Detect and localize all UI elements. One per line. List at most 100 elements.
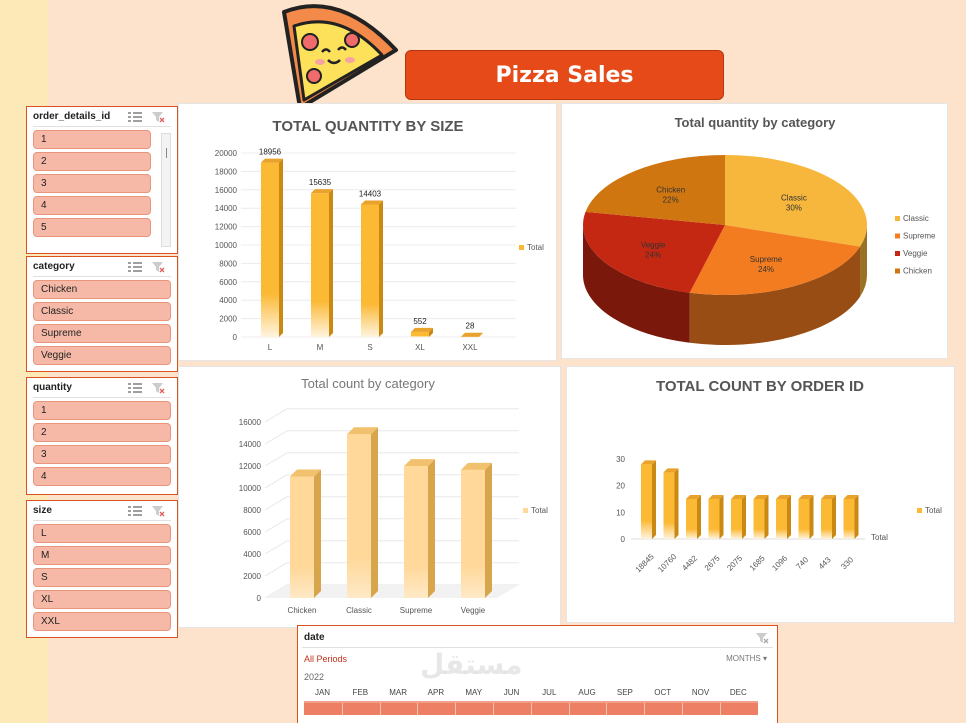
slicer-item[interactable]: 1 [33, 130, 151, 149]
slicer-item[interactable]: M [33, 546, 171, 565]
month-label[interactable]: MAY [465, 688, 483, 697]
slicer-item[interactable]: 5 [33, 218, 151, 237]
legend-label: Total [527, 243, 544, 252]
y-tick-label: 8000 [219, 259, 237, 268]
clear-filter-icon[interactable] [151, 261, 165, 273]
slicer-size[interactable]: size L M S XL XXL [26, 500, 178, 638]
bar-side [719, 495, 724, 539]
slicer-quantity[interactable]: quantity 1 2 3 4 [26, 377, 178, 495]
y-tick-label: 20000 [215, 149, 238, 158]
clear-filter-icon[interactable] [151, 382, 165, 394]
bar-top [776, 495, 791, 499]
x-tick-label: L [268, 343, 273, 352]
x-tick-label: M [317, 343, 324, 352]
slicer-item[interactable]: S [33, 568, 171, 587]
bar [290, 476, 314, 598]
month-label[interactable]: NOV [691, 688, 710, 697]
granularity-label: MONTHS [726, 654, 761, 663]
slicer-item[interactable]: L [33, 524, 171, 543]
bar-top [843, 495, 859, 499]
slicer-item[interactable]: 1 [33, 401, 171, 420]
date-timeline-slicer[interactable]: date All Periods MONTHS ▾ 2022 JAN FEB MAR… [297, 625, 778, 723]
chart-count-by-order-id[interactable]: TOTAL COUNT BY ORDER ID 0 10 20 30 18845 10760… [566, 366, 955, 623]
bar-top [798, 495, 814, 499]
bar [261, 162, 279, 337]
legend-label: Supreme [903, 232, 936, 241]
slicer-item[interactable]: Classic [33, 302, 171, 321]
clear-filter-icon[interactable] [151, 111, 165, 123]
slicer-item[interactable]: 2 [33, 152, 151, 171]
bar-side [697, 495, 701, 539]
slicer-item[interactable]: Veggie [33, 346, 171, 365]
month-label[interactable]: AUG [578, 688, 596, 697]
y-tick-label: 4000 [243, 550, 261, 559]
slicer-scrollbar[interactable] [161, 133, 171, 247]
chart-quantity-by-size-svg: TOTAL QUANTITY BY SIZE 0 2000 4000 6000 8000 1… [215, 118, 544, 352]
slicer-item[interactable]: Supreme [33, 324, 171, 343]
y-tick-label: 0 [257, 594, 262, 603]
x-tick-label: 1685 [748, 553, 767, 572]
bar-side [279, 158, 283, 337]
timeline-tick [530, 703, 532, 715]
slicer-item[interactable]: 4 [33, 467, 171, 486]
month-label[interactable]: OCT [654, 688, 672, 697]
bar-side [742, 495, 746, 539]
bar-top [311, 189, 333, 194]
y-tick-label: 14000 [215, 204, 238, 213]
bar-top [663, 468, 679, 473]
multi-select-icon[interactable] [127, 261, 143, 273]
month-label[interactable]: FEB [352, 688, 369, 697]
slicer-header: category [33, 257, 171, 277]
y-tick-label: 0 [233, 333, 238, 342]
month-label[interactable]: APR [427, 688, 445, 697]
x-tick-label: Veggie [461, 606, 486, 615]
bar [686, 499, 697, 539]
bar-side [764, 495, 769, 539]
multi-select-icon[interactable] [127, 505, 143, 517]
chart-quantity-by-category-svg: Total quantity by categoryClassic30%Supr… [583, 115, 936, 345]
chart-count-by-category[interactable]: Total count by category 0 2000 4000 6000 8000… [178, 366, 561, 628]
slicer-category[interactable]: category Chicken Classic Supreme Veggie [26, 256, 178, 372]
y-tick-label: 10000 [215, 241, 238, 250]
chart-count-by-order-id-svg: TOTAL COUNT BY ORDER ID 0 10 20 30 18845 10760… [616, 378, 942, 574]
slicer-order-details-id[interactable]: order_details_id 1 2 3 4 5 [26, 106, 178, 254]
pie-slice [583, 211, 725, 293]
bar-side [428, 459, 435, 598]
bar-side [809, 495, 814, 539]
clear-filter-icon[interactable] [755, 632, 769, 644]
multi-select-icon[interactable] [127, 111, 143, 123]
y-tick-label: 12000 [239, 462, 262, 471]
y-tick-label: 14000 [239, 440, 262, 449]
granularity-dropdown[interactable]: MONTHS ▾ [726, 654, 767, 663]
slicer-item[interactable]: 2 [33, 423, 171, 442]
multi-select-icon[interactable] [127, 382, 143, 394]
legend-label: Veggie [903, 249, 928, 258]
timeline-tick [606, 703, 608, 715]
month-label[interactable]: JAN [314, 688, 331, 697]
month-label[interactable]: MAR [389, 688, 407, 697]
chart-quantity-by-category[interactable]: Total quantity by category Classic 30% Supr… [561, 103, 948, 359]
slicer-item[interactable]: XL [33, 590, 171, 609]
month-label[interactable]: JUL [542, 688, 557, 697]
bar-top [404, 459, 435, 467]
pie-slice-side [860, 225, 867, 297]
clear-filter-icon[interactable] [151, 505, 165, 517]
timeline-tick [719, 703, 721, 715]
legend-label: Total [925, 506, 942, 515]
y-tick-label: 12000 [215, 223, 238, 232]
slice-percent: 24% [758, 265, 774, 274]
slicer-item[interactable]: 3 [33, 445, 171, 464]
slicer-item[interactable]: Chicken [33, 280, 171, 299]
month-label[interactable]: DEC [729, 688, 747, 697]
timeline-bar[interactable] [304, 701, 758, 715]
chart-quantity-by-size[interactable]: TOTAL QUANTITY BY SIZE 0 2000 4000 6000 8000 1… [178, 103, 557, 361]
dashboard-title-banner: Pizza Sales [405, 50, 724, 100]
y-tick-label: 10 [616, 508, 625, 517]
month-label[interactable]: SEP [616, 688, 633, 697]
slicer-item[interactable]: 4 [33, 196, 151, 215]
chart-title: Total count by category [301, 376, 435, 391]
slicer-title: quantity [33, 382, 72, 393]
slicer-item[interactable]: XXL [33, 612, 171, 631]
slicer-item[interactable]: 3 [33, 174, 151, 193]
month-label[interactable]: JUN [503, 688, 520, 697]
